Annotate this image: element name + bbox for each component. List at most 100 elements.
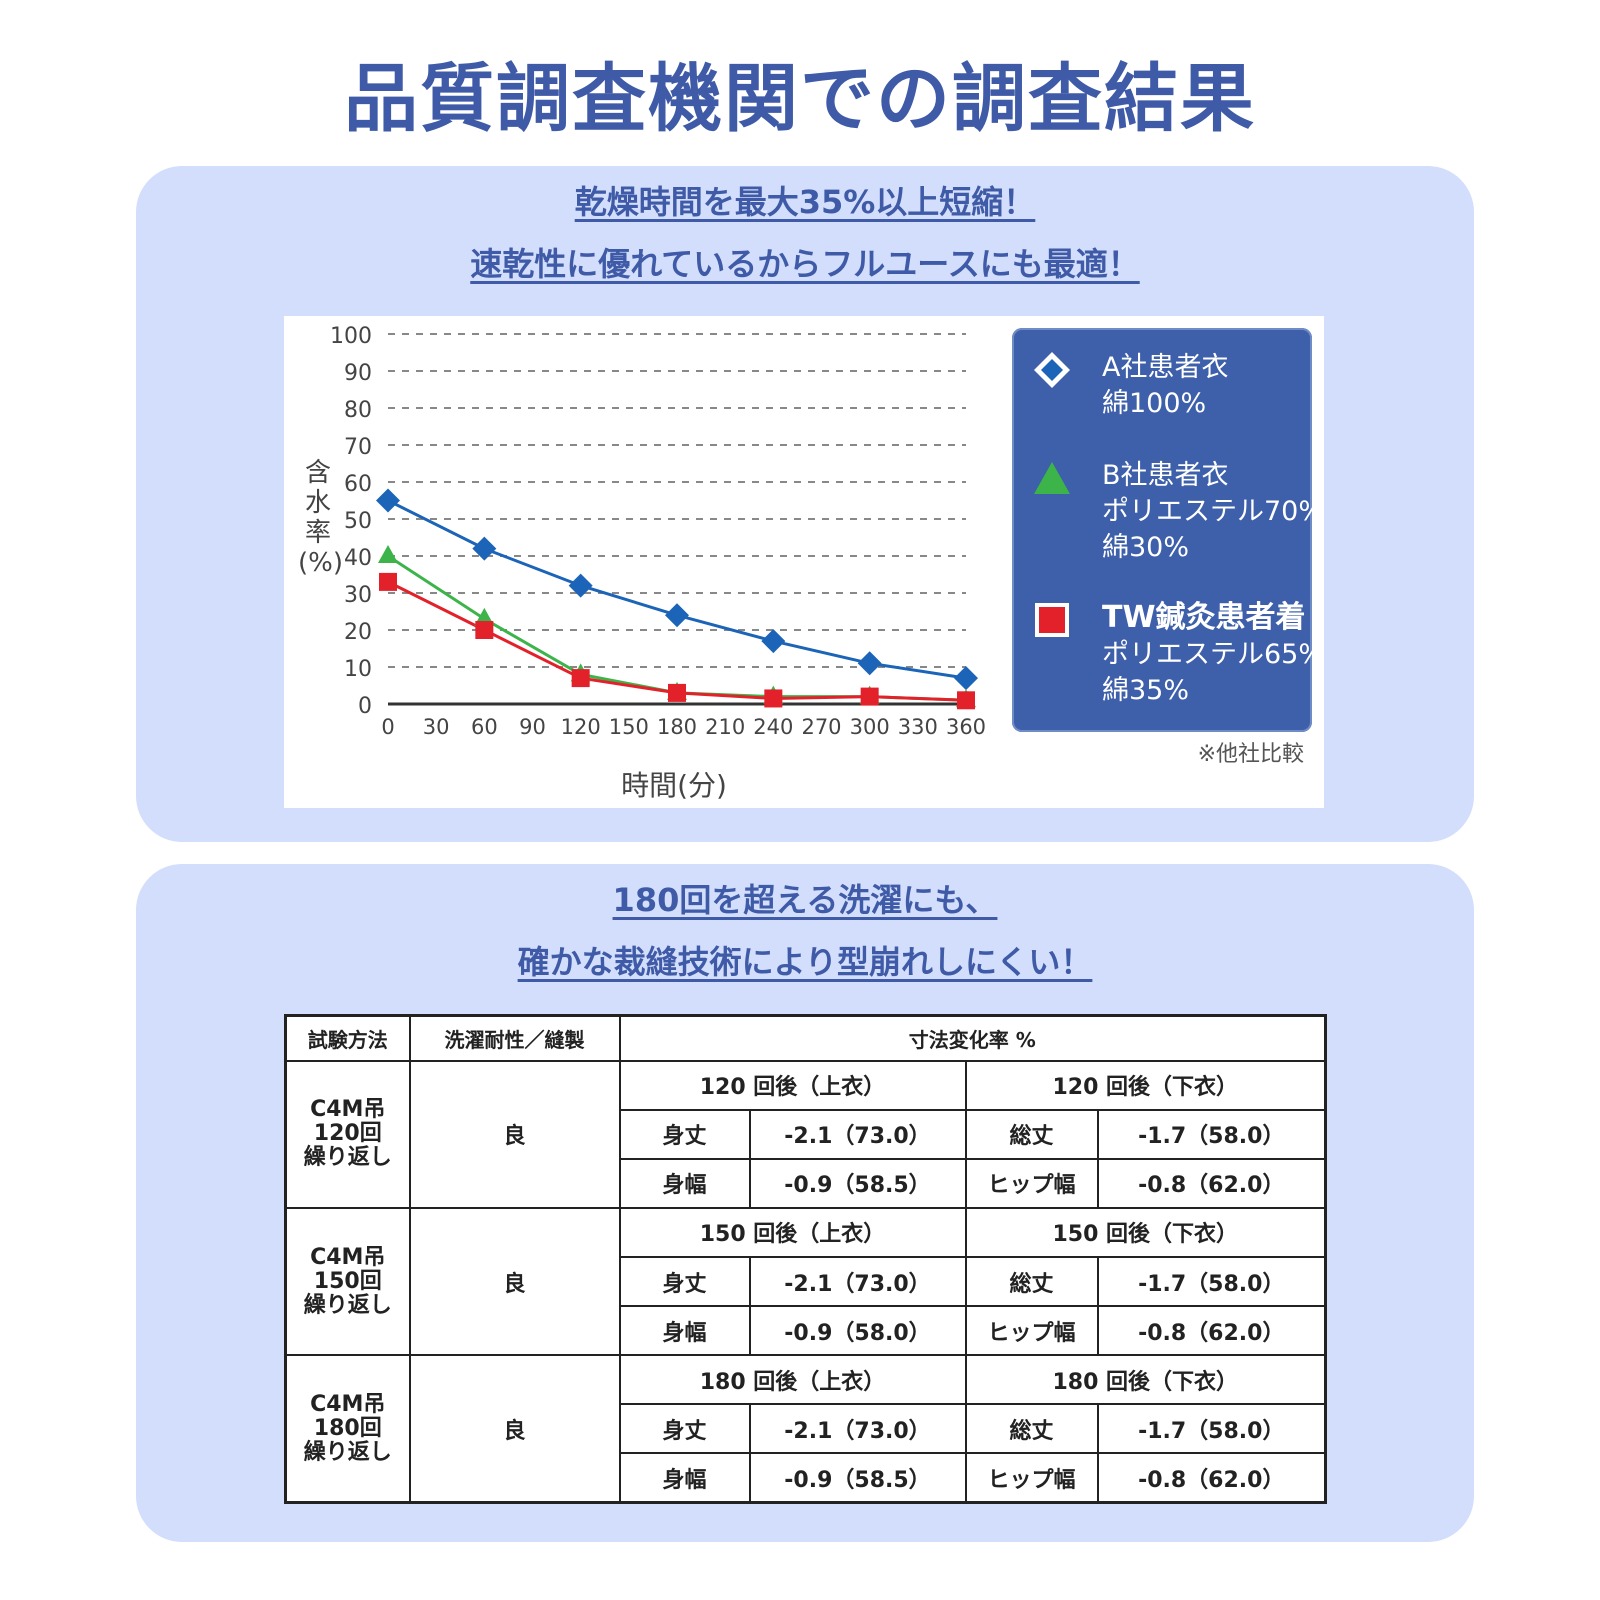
x-tick-label: 240 — [753, 715, 793, 739]
y-tick-label: 90 — [344, 361, 372, 386]
page-title: 品質調査機関での調査結果 — [344, 56, 1256, 142]
square-icon — [1035, 603, 1069, 637]
lower-measure-label: 総丈 — [964, 1403, 1099, 1455]
lower-measure-label: 総丈 — [964, 1255, 1099, 1308]
table-header-row: 試験方法 洗濯耐性／縫製 寸法変化率 % — [284, 1014, 1327, 1062]
x-tick-label: 330 — [898, 715, 938, 739]
upper-measure-label: 身幅 — [618, 1157, 751, 1209]
y-tick-label: 20 — [344, 620, 372, 645]
test-method-line: 繰り返し — [303, 1292, 392, 1318]
data-point-diamond — [568, 573, 593, 598]
x-tick-label: 90 — [519, 715, 546, 739]
lower-garment-title: 180 回後（下衣） — [964, 1354, 1327, 1406]
table-row: 身丈 -2.1（73.0） 総丈 -1.7（58.0） — [286, 1108, 1327, 1160]
lower-measure-value: -1.7（58.0） — [1096, 1403, 1327, 1455]
lower-measure-label: ヒップ幅 — [964, 1157, 1099, 1209]
drying-headline-2: 速乾性に優れているからフルユースにも最適！ — [470, 245, 1140, 283]
upper-measure-label: 身丈 — [618, 1403, 751, 1455]
test-method-line: C4M吊 — [310, 1097, 386, 1123]
x-tick-label: 300 — [850, 715, 890, 739]
table-row: C4M吊 150回 繰り返し良 150 回後（上衣） 150 回後（下衣） — [284, 1206, 1327, 1357]
lower-measure-label: 総丈 — [964, 1108, 1099, 1160]
table-row: 身丈 -2.1（73.0） 総丈 -1.7（58.0） — [286, 1403, 1327, 1455]
diamond-icon — [1034, 352, 1070, 388]
test-method-line: 繰り返し — [303, 1439, 392, 1465]
legend-a-line2: 綿100% — [1102, 388, 1207, 419]
lower-measure-value: -1.7（58.0） — [1096, 1255, 1327, 1308]
triangle-icon — [1034, 462, 1070, 494]
legend-b-line1: B社患者衣 — [1102, 460, 1229, 491]
data-point-diamond — [376, 488, 400, 513]
table-row: 身幅 -0.9（58.5） ヒップ幅 -0.8（62.0） — [286, 1157, 1327, 1209]
legend-tw-line1: TW鍼灸患者着 — [1102, 600, 1306, 635]
data-point-square — [668, 683, 686, 702]
test-method-cell: C4M吊 150回 繰り返し — [284, 1206, 411, 1357]
y-tick-label: 40 — [344, 546, 372, 571]
header-method: 試験方法 — [284, 1014, 411, 1062]
x-tick-label: 30 — [423, 715, 450, 739]
legend-a-line1: A社患者衣 — [1102, 352, 1229, 383]
durability-cell: 良 — [408, 1354, 621, 1504]
series-line — [387, 499, 967, 680]
series-line — [387, 554, 967, 702]
lower-measure-label: ヒップ幅 — [964, 1452, 1099, 1504]
data-point-square — [475, 621, 494, 639]
table-row: 身丈 -2.1（73.0） 総丈 -1.7（58.0） — [286, 1255, 1327, 1308]
moisture-chart-svg: 0 10 20 30 40 50 60 70 80 90 100 0 30 60 90 120 150 180 21… — [330, 324, 986, 739]
x-axis-title: 時間(分) — [621, 769, 727, 802]
drying-headline-1: 乾燥時間を最大35%以上短縮！ — [574, 183, 1036, 221]
y-tick-label: 100 — [330, 324, 372, 349]
legend-b-line2: ポリエステル70% 綿30% — [1102, 496, 1325, 563]
data-point-square — [957, 691, 975, 710]
y-tick-label: 50 — [344, 509, 372, 534]
x-tick-label: 0 — [381, 715, 394, 739]
upper-measure-label: 身丈 — [618, 1255, 751, 1308]
data-point-diamond — [761, 629, 786, 654]
upper-measure-value: -2.1（73.0） — [748, 1403, 967, 1455]
test-method-line: 180回 — [313, 1415, 382, 1441]
upper-measure-value: -0.9（58.5） — [748, 1452, 967, 1504]
lower-garment-title: 150 回後（下衣） — [964, 1206, 1327, 1258]
test-method-line: 120回 — [313, 1121, 382, 1147]
shrinkage-table: 試験方法 洗濯耐性／縫製 寸法変化率 % C4M吊 120回 繰り返し良 120 回後… — [284, 1014, 1328, 1504]
header-change: 寸法変化率 % — [618, 1014, 1327, 1062]
data-point-square — [764, 689, 783, 708]
legend-tw-line2: ポリエステル65% 綿35% — [1102, 639, 1325, 706]
table-row: C4M吊 120回 繰り返し良 120 回後（上衣） 120 回後（下衣） — [284, 1059, 1327, 1209]
y-tick-label: 80 — [344, 398, 372, 423]
y-axis-title: 含水率(%) — [298, 458, 343, 578]
x-tick-label: 270 — [801, 715, 841, 739]
chart-legend: A社患者衣 綿100% B社患者衣 ポリエステル70% 綿30% TW鍼灸患者着… — [1012, 328, 1324, 732]
data-point-diamond — [472, 536, 497, 561]
durability-cell: 良 — [408, 1206, 621, 1357]
y-tick-label: 0 — [358, 694, 372, 719]
y-tick-label: 60 — [344, 472, 372, 497]
lower-garment-title: 120 回後（下衣） — [964, 1059, 1327, 1111]
lower-measure-value: -0.8（62.0） — [1096, 1452, 1327, 1504]
data-point-diamond — [665, 603, 689, 628]
upper-measure-label: 身丈 — [618, 1108, 751, 1160]
y-tick-label: 70 — [344, 435, 372, 460]
x-tick-label: 120 — [561, 715, 601, 739]
x-tick-label: 360 — [946, 715, 986, 739]
x-tick-label: 150 — [609, 715, 649, 739]
test-method-line: 繰り返し — [303, 1145, 392, 1171]
upper-garment-title: 180 回後（上衣） — [618, 1354, 967, 1406]
y-tick-label: 30 — [344, 583, 372, 608]
header-durability: 洗濯耐性／縫製 — [408, 1014, 621, 1062]
table-row: 身幅 -0.9（58.0） ヒップ幅 -0.8（62.0） — [286, 1305, 1327, 1357]
durability-cell: 良 — [408, 1059, 621, 1209]
table-row: 身幅 -0.9（58.5） ヒップ幅 -0.8（62.0） — [286, 1452, 1327, 1504]
test-method-line: 150回 — [313, 1268, 382, 1294]
data-point-diamond — [857, 651, 882, 676]
upper-measure-label: 身幅 — [618, 1305, 751, 1357]
x-tick-label: 180 — [657, 715, 697, 739]
lower-measure-value: -0.8（62.0） — [1096, 1157, 1327, 1209]
upper-measure-value: -0.9（58.0） — [748, 1305, 967, 1357]
test-method-line: C4M吊 — [310, 1244, 386, 1270]
upper-measure-label: 身幅 — [618, 1452, 751, 1504]
test-method-cell: C4M吊 120回 繰り返し — [284, 1059, 411, 1209]
lower-measure-value: -1.7（58.0） — [1096, 1108, 1327, 1160]
test-method-cell: C4M吊 180回 繰り返し — [284, 1354, 411, 1504]
data-point-square — [379, 572, 397, 591]
